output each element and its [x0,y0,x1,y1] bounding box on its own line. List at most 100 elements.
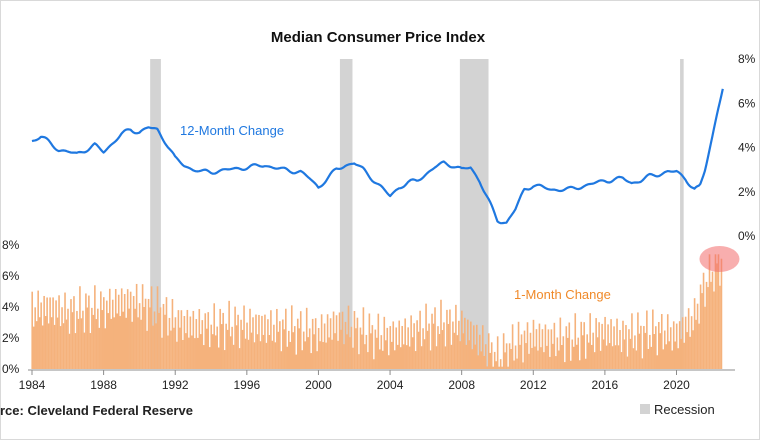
one-month-bar-221 [361,334,363,369]
one-month-bar-445 [695,319,697,369]
one-month-bar-72 [138,303,141,369]
one-month-bar-299 [477,355,480,369]
one-month-bar-210 [344,321,347,369]
one-month-bar-222 [362,307,365,369]
one-month-bar-366 [577,337,580,369]
one-month-bar-334 [529,332,532,369]
one-month-bar-314 [499,359,502,369]
one-month-bar-319 [507,366,509,369]
one-month-bar-0 [31,291,33,369]
one-month-bar-52 [108,288,111,369]
one-month-bar-77 [146,330,148,369]
one-month-bar-110 [195,319,198,369]
one-month-bar-263 [423,339,426,369]
one-month-bar-155 [262,334,265,369]
one-month-bar-215 [352,347,354,369]
one-month-bar-55 [113,317,116,369]
one-month-bar-32 [79,286,81,369]
one-month-bar-396 [622,320,624,369]
one-month-bar-165 [277,331,280,369]
one-month-bar-11 [47,323,50,369]
one-month-bar-429 [671,350,674,369]
one-month-bar-361 [569,360,572,369]
x-tick-label-6: 2008 [448,378,475,392]
one-month-bar-139 [238,348,241,369]
one-month-bar-174 [290,305,293,369]
one-month-bar-59 [119,316,122,369]
one-month-bar-288 [461,310,463,369]
one-month-bar-272 [437,326,439,369]
one-month-bar-63 [125,317,127,369]
one-month-bar-420 [657,322,660,369]
one-month-bar-225 [367,352,369,369]
one-month-bar-44 [97,308,99,369]
one-month-bar-67 [131,321,133,369]
one-month-bar-359 [566,337,569,369]
left-axis-label-2: 4% [2,300,20,314]
one-month-bar-303 [483,355,486,369]
one-month-bar-434 [678,321,681,369]
one-month-bar-254 [410,315,412,369]
left-axis-label-4: 8% [2,238,20,252]
one-month-bar-58 [117,294,120,369]
one-month-bar-264 [425,303,427,369]
one-month-bar-243 [393,350,396,369]
one-month-bar-367 [578,360,581,369]
one-month-bar-175 [292,332,295,369]
one-month-bar-433 [677,348,679,369]
one-month-bar-102 [183,316,186,369]
one-month-bar-35 [83,332,86,369]
one-month-bar-136 [234,306,236,369]
one-month-bar-205 [337,340,339,369]
one-month-bar-307 [489,352,492,369]
one-month-bar-458 [714,254,717,369]
one-month-bar-34 [82,310,84,369]
left-axis-label-3: 6% [2,269,20,283]
one-month-bar-414 [649,334,651,369]
one-month-bar-148 [252,317,254,369]
one-month-bar-124 [216,326,218,369]
one-month-bar-196 [323,323,326,369]
one-month-bar-106 [189,316,192,369]
one-month-bar-79 [149,307,151,369]
one-month-bar-339 [537,350,539,369]
one-month-bar-358 [565,326,568,369]
one-month-bar-108 [192,310,195,369]
one-month-bar-228 [371,325,374,369]
one-month-bar-401 [629,338,632,369]
one-month-bar-235 [381,350,384,369]
one-month-bar-99 [179,327,181,369]
one-month-bar-387 [608,343,611,369]
one-month-bar-30 [76,310,78,369]
x-tick-label-8: 2016 [592,378,619,392]
chart-title: Median Consumer Price Index [271,29,486,46]
one-month-bar-144 [246,322,248,369]
one-month-bar-322 [511,324,514,369]
one-month-bar-107 [191,335,193,369]
one-month-bar-94 [171,298,174,369]
one-month-bar-100 [180,310,183,369]
one-month-bar-276 [443,322,445,369]
one-month-bar-379 [596,337,599,369]
one-month-bar-308 [490,342,493,369]
one-month-bar-450 [702,272,705,369]
one-month-bar-399 [626,356,629,369]
one-month-bar-92 [168,317,171,369]
one-month-bar-452 [705,281,708,369]
one-month-bar-383 [602,339,605,369]
one-month-bar-353 [558,350,560,369]
one-month-bar-119 [208,347,211,369]
one-month-bar-134 [231,326,233,369]
one-month-bar-269 [432,323,435,369]
one-month-bar-31 [77,318,80,369]
one-month-bar-233 [379,349,381,369]
one-month-bar-400 [628,329,630,369]
one-month-bar-45 [98,327,101,369]
one-month-bar-69 [134,308,136,369]
one-month-bar-428 [669,327,672,369]
one-month-bar-345 [546,345,548,369]
one-month-bar-120 [210,324,213,369]
one-month-bar-277 [444,346,447,369]
one-month-bar-20 [61,307,63,369]
